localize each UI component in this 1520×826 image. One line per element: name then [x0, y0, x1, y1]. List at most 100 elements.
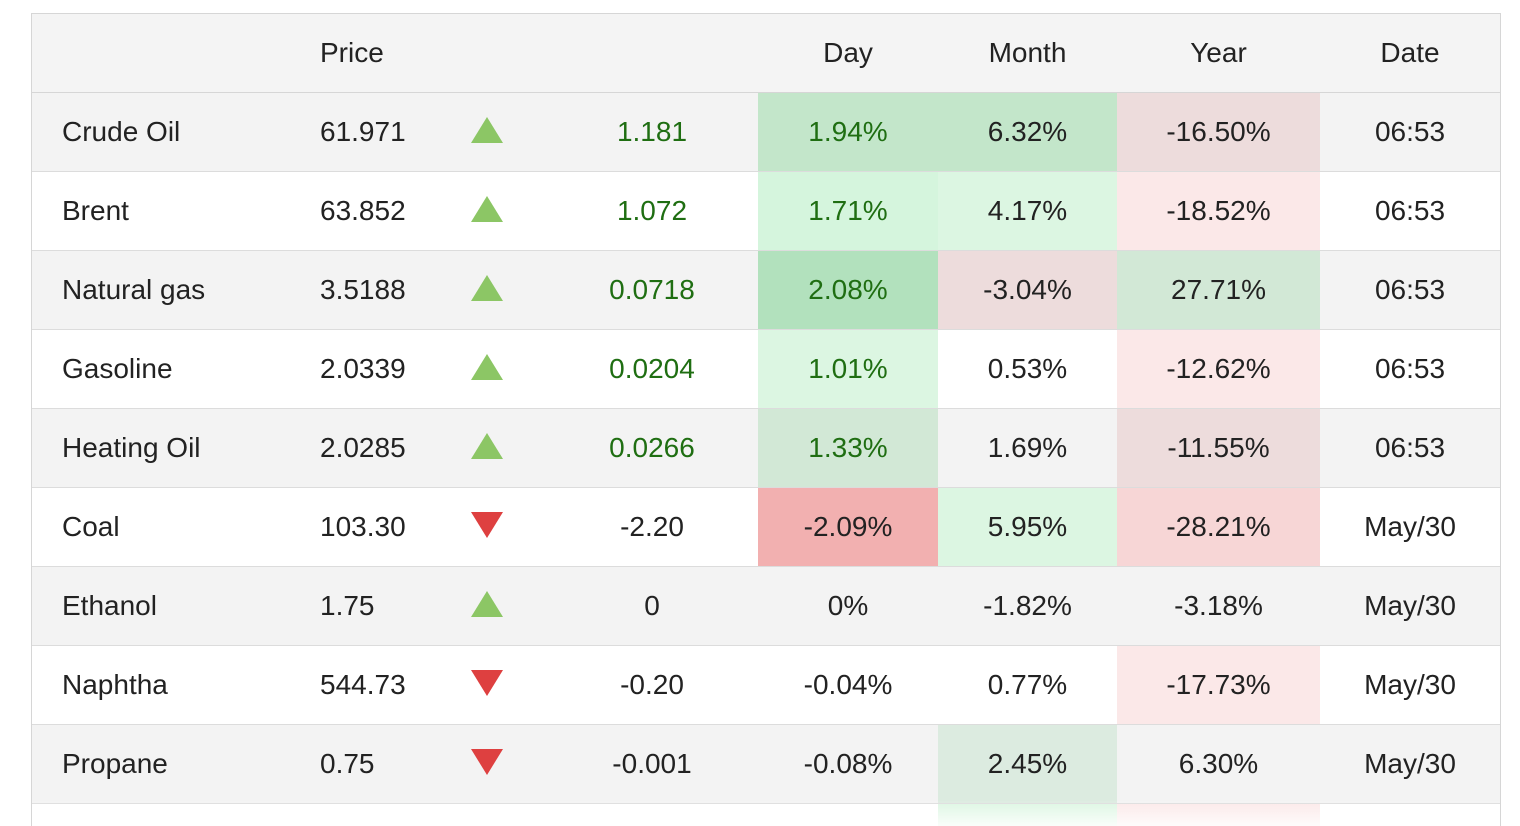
- partial-cell: [450, 803, 546, 826]
- triangle-up-icon: [471, 432, 503, 459]
- date-value: May/30: [1320, 724, 1500, 804]
- header-price[interactable]: Price: [288, 14, 450, 93]
- partial-cell: [1320, 803, 1500, 826]
- direction-cell: [450, 250, 546, 330]
- month-percent: 4.17%: [938, 171, 1117, 251]
- date-value: May/30: [1320, 566, 1500, 646]
- day-percent: 1.01%: [758, 329, 938, 409]
- table-row[interactable]: Naphtha 544.73 -0.20 -0.04% 0.77% -17.73% May/…: [32, 645, 1500, 725]
- partial-cell: [288, 803, 450, 826]
- month-percent: 2.45%: [938, 724, 1117, 804]
- direction-cell: [450, 92, 546, 172]
- table-row[interactable]: Ethanol 1.75 0 0% -1.82% -3.18% May/30: [32, 566, 1500, 646]
- table-row[interactable]: Gasoline 2.0339 0.0204 1.01% 0.53% -12.62% 06:…: [32, 329, 1500, 409]
- header-month[interactable]: Month: [938, 14, 1117, 93]
- triangle-up-icon: [471, 195, 503, 222]
- triangle-down-icon: [471, 669, 503, 696]
- triangle-up-icon: [471, 274, 503, 301]
- change-value: 1.072: [546, 171, 758, 251]
- price-value: 2.0339: [288, 329, 450, 409]
- direction-cell: [450, 329, 546, 409]
- header-day[interactable]: Day: [758, 14, 938, 93]
- date-value: 06:53: [1320, 250, 1500, 330]
- header-date[interactable]: Date: [1320, 14, 1500, 93]
- day-percent: 0%: [758, 566, 938, 646]
- day-percent: -0.04%: [758, 645, 938, 725]
- header-change: [546, 14, 758, 93]
- day-percent: 1.33%: [758, 408, 938, 488]
- date-value: 06:53: [1320, 92, 1500, 172]
- year-percent: 6.30%: [1117, 724, 1320, 804]
- change-value: 1.181: [546, 92, 758, 172]
- header-name: [32, 14, 288, 93]
- commodity-name-link[interactable]: Naphtha: [32, 645, 288, 725]
- commodities-table-container: Price Day Month Year Date Crude Oil 61.97…: [31, 13, 1501, 826]
- change-value: 0.0204: [546, 329, 758, 409]
- table-row-partial[interactable]: [32, 803, 1500, 826]
- direction-cell: [450, 724, 546, 804]
- month-percent: 0.77%: [938, 645, 1117, 725]
- partial-cell: [546, 803, 758, 826]
- triangle-up-icon: [471, 116, 503, 143]
- triangle-down-icon: [471, 511, 503, 538]
- triangle-up-icon: [471, 590, 503, 617]
- change-value: 0.0266: [546, 408, 758, 488]
- date-value: 06:53: [1320, 171, 1500, 251]
- triangle-up-icon: [471, 353, 503, 380]
- change-value: 0: [546, 566, 758, 646]
- year-percent: 27.71%: [1117, 250, 1320, 330]
- commodity-name-link[interactable]: Propane: [32, 724, 288, 804]
- table-header-row: Price Day Month Year Date: [32, 14, 1500, 93]
- commodity-name-link[interactable]: Coal: [32, 487, 288, 567]
- header-year[interactable]: Year: [1117, 14, 1320, 93]
- year-percent: -28.21%: [1117, 487, 1320, 567]
- price-value: 1.75: [288, 566, 450, 646]
- year-percent: -18.52%: [1117, 171, 1320, 251]
- commodity-name-link[interactable]: Brent: [32, 171, 288, 251]
- price-value: 544.73: [288, 645, 450, 725]
- month-percent: -1.82%: [938, 566, 1117, 646]
- year-percent: -12.62%: [1117, 329, 1320, 409]
- month-percent: 0.53%: [938, 329, 1117, 409]
- price-value: 0.75: [288, 724, 450, 804]
- commodity-name-link[interactable]: Heating Oil: [32, 408, 288, 488]
- table-row[interactable]: Propane 0.75 -0.001 -0.08% 2.45% 6.30% May/30: [32, 724, 1500, 804]
- commodity-name-link[interactable]: Gasoline: [32, 329, 288, 409]
- partial-cell: [938, 803, 1117, 826]
- direction-cell: [450, 645, 546, 725]
- date-value: 06:53: [1320, 408, 1500, 488]
- price-value: 61.971: [288, 92, 450, 172]
- energy-commodities-table: Price Day Month Year Date Crude Oil 61.97…: [32, 14, 1500, 826]
- month-percent: 1.69%: [938, 408, 1117, 488]
- direction-cell: [450, 408, 546, 488]
- commodity-name-link[interactable]: Crude Oil: [32, 92, 288, 172]
- triangle-down-icon: [471, 748, 503, 775]
- price-value: 3.5188: [288, 250, 450, 330]
- day-percent: 1.71%: [758, 171, 938, 251]
- price-value: 103.30: [288, 487, 450, 567]
- date-value: May/30: [1320, 645, 1500, 725]
- direction-cell: [450, 487, 546, 567]
- year-percent: -3.18%: [1117, 566, 1320, 646]
- commodity-name-link[interactable]: Natural gas: [32, 250, 288, 330]
- price-value: 63.852: [288, 171, 450, 251]
- month-percent: -3.04%: [938, 250, 1117, 330]
- commodity-name-link[interactable]: Ethanol: [32, 566, 288, 646]
- table-row[interactable]: Heating Oil 2.0285 0.0266 1.33% 1.69% -11.55%…: [32, 408, 1500, 488]
- date-value: May/30: [1320, 487, 1500, 567]
- change-value: 0.0718: [546, 250, 758, 330]
- table-row[interactable]: Coal 103.30 -2.20 -2.09% 5.95% -28.21% May/30: [32, 487, 1500, 567]
- table-row[interactable]: Brent 63.852 1.072 1.71% 4.17% -18.52% 06:53: [32, 171, 1500, 251]
- table-row[interactable]: Natural gas 3.5188 0.0718 2.08% -3.04% 27.71%…: [32, 250, 1500, 330]
- year-percent: -17.73%: [1117, 645, 1320, 725]
- table-row[interactable]: Crude Oil 61.971 1.181 1.94% 6.32% -16.50% 06:…: [32, 92, 1500, 172]
- day-percent: -2.09%: [758, 487, 938, 567]
- change-value: -0.20: [546, 645, 758, 725]
- day-percent: -0.08%: [758, 724, 938, 804]
- month-percent: 6.32%: [938, 92, 1117, 172]
- partial-cell: [1117, 803, 1320, 826]
- year-percent: -16.50%: [1117, 92, 1320, 172]
- partial-cell: [758, 803, 938, 826]
- price-value: 2.0285: [288, 408, 450, 488]
- change-value: -0.001: [546, 724, 758, 804]
